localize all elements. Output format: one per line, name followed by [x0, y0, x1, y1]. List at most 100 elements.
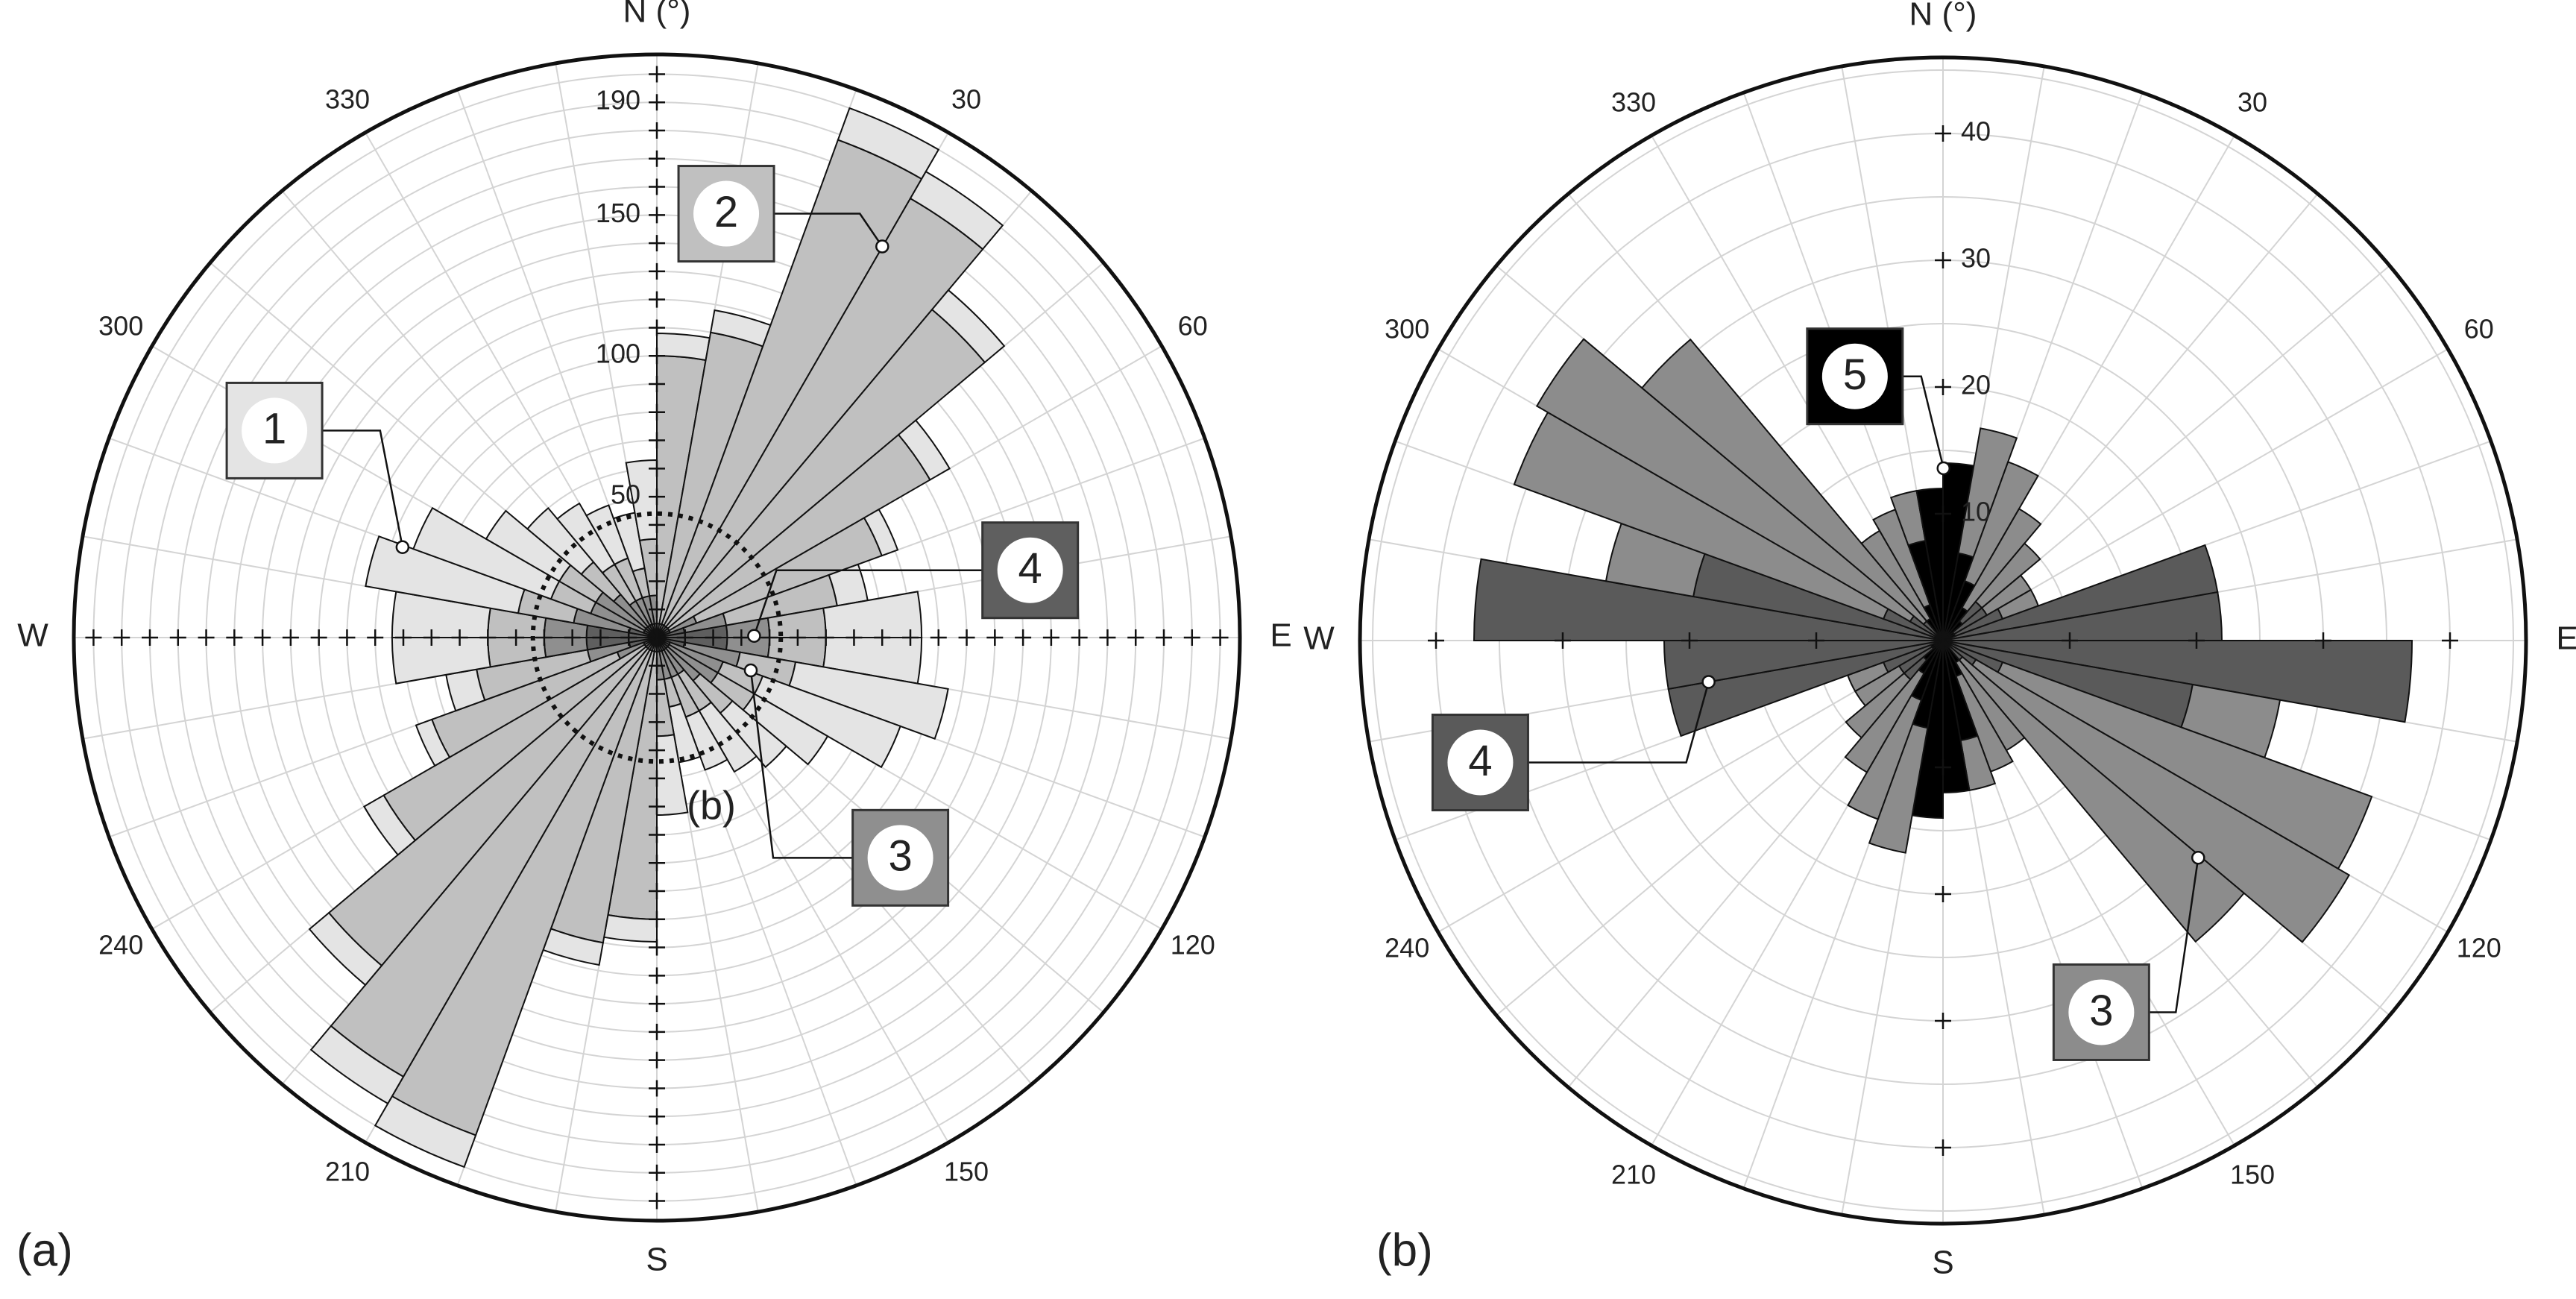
axis-tick [1935, 1139, 1951, 1156]
axis-tick [649, 1108, 665, 1125]
callout-disc [997, 537, 1063, 603]
axis-tick [1042, 629, 1059, 646]
axis-tick [649, 66, 665, 83]
axis-tick [649, 967, 665, 984]
axis-tick [423, 629, 440, 646]
rose-sector [656, 734, 689, 817]
compass-label: E [1270, 617, 1291, 654]
rose-sector [930, 289, 1006, 364]
theta-tick-label: 60 [2464, 314, 2494, 345]
axis-tick [367, 629, 384, 646]
axis-tick [310, 629, 327, 646]
axis-tick [649, 403, 665, 421]
axis-tick [2315, 632, 2331, 649]
axis-tick [1212, 629, 1229, 646]
r-tick-label: 10 [1961, 497, 1991, 527]
rose-sector [1844, 668, 1925, 774]
axis-tick [845, 629, 863, 646]
callout-line [774, 213, 884, 248]
callout-point [2191, 850, 2205, 865]
axis-tick [789, 629, 806, 646]
callout-line [1528, 682, 1710, 764]
axis-tick [142, 629, 158, 646]
theta-tick-label: 150 [944, 1156, 989, 1186]
theta-tick-label: 120 [1171, 930, 1215, 960]
axis-tick [649, 1051, 665, 1069]
theta-tick-label: 150 [2230, 1159, 2275, 1189]
axis-tick [113, 629, 130, 646]
callout-point [743, 663, 758, 678]
rose-chart: 10 20 30 40 30 60 120 150 210 240 300 330 N (°) E S W 5 4… [1303, 0, 2576, 1281]
rose-sector [365, 535, 526, 614]
axis-tick [930, 629, 947, 646]
axis-tick [649, 657, 665, 674]
axis-tick [649, 319, 665, 336]
axis-tick [649, 826, 665, 843]
axis-tick [649, 347, 665, 365]
rose-sector [1957, 427, 2018, 559]
axis-tick [649, 122, 665, 139]
r-tick-label: 40 [1961, 116, 1991, 147]
callout-point [1936, 461, 1950, 476]
axis-tick [649, 1164, 665, 1181]
rose-sector [684, 709, 728, 771]
r-tick-label: 150 [596, 198, 640, 228]
axis-tick [733, 629, 750, 646]
theta-tick-label: 60 [1178, 311, 1208, 342]
theta-tick-label: 30 [2238, 87, 2267, 118]
rose-sector [1958, 655, 2246, 943]
axis-tick [1127, 629, 1144, 646]
rose-chart: 50 100 150 190 30 60 120 150 210 240 300 330 N (°) E S… [16, 0, 1292, 1278]
callout-disc [2068, 979, 2135, 1045]
theta-tick-label: 120 [2457, 933, 2501, 963]
callout-disc [693, 180, 760, 247]
rose-sector [837, 107, 940, 180]
callout-line [749, 670, 853, 859]
callout-line [1902, 375, 1944, 469]
r-tick-label: 20 [1961, 370, 1991, 400]
rose-sector [374, 1095, 477, 1169]
panel-label: (a) [16, 1224, 73, 1276]
axis-tick [620, 629, 637, 646]
axis-tick [169, 629, 186, 646]
callout-number: 5 [1843, 350, 1867, 399]
axis-tick [649, 544, 665, 562]
rose-sector [625, 459, 658, 541]
compass-label: W [1303, 620, 1335, 657]
axis-tick [817, 629, 834, 646]
axis-tick [649, 573, 665, 590]
rose-sector [909, 170, 1004, 251]
axis-tick [649, 996, 665, 1013]
axis-tick [1935, 252, 1951, 268]
rose-sector [1974, 542, 2041, 609]
rose-sector [1961, 507, 2042, 613]
callout-disc [1821, 343, 1888, 409]
rose-sector [719, 699, 788, 769]
inset-circle [530, 511, 784, 764]
panel-label: (b) [1376, 1224, 1433, 1276]
callout-disc [1447, 729, 1514, 796]
callout-number: 1 [262, 405, 286, 453]
axis-tick [649, 178, 665, 195]
compass-label: S [646, 1242, 667, 1278]
axis-tick [958, 629, 975, 646]
rose-sector [788, 661, 949, 740]
axis-tick [254, 629, 271, 646]
axis-tick [649, 742, 665, 759]
compass-label: W [17, 617, 48, 654]
callout-line [2149, 858, 2199, 1013]
axis-tick [1428, 632, 1444, 649]
r-tick-label: 100 [596, 339, 640, 369]
theta-tick-label: 330 [325, 84, 370, 115]
theta-tick-label: 210 [1611, 1159, 1656, 1189]
rose-sector [1847, 694, 1923, 820]
theta-tick-label: 30 [951, 84, 981, 115]
axis-tick [986, 629, 1004, 646]
axis-tick [902, 629, 919, 646]
axis-tick [649, 1080, 665, 1097]
axis-tick [649, 883, 665, 899]
axis-tick [649, 1023, 665, 1040]
rose-sector [1971, 658, 2351, 943]
